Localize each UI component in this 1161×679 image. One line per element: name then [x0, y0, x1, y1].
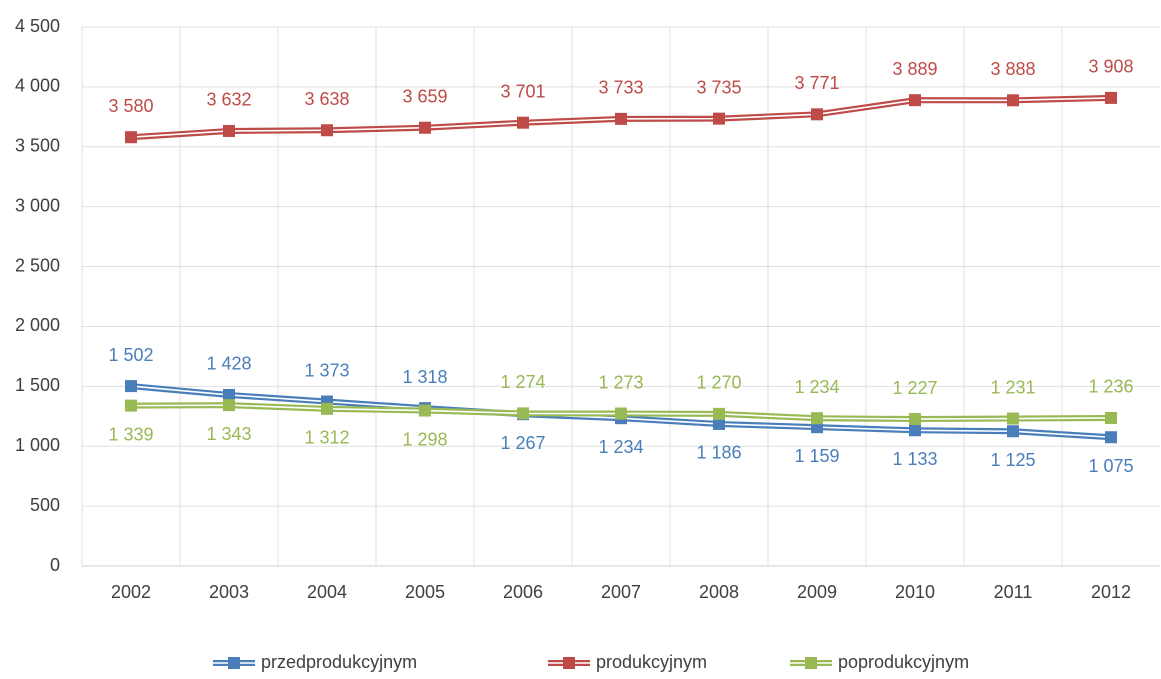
data-label: 1 312: [304, 428, 349, 448]
marker: [419, 121, 431, 134]
y-tick-label: 3 000: [15, 195, 60, 215]
data-label: 3 908: [1088, 57, 1133, 77]
data-label: 1 125: [990, 450, 1035, 470]
y-tick-label: 0: [50, 555, 60, 575]
y-tick-label: 1 500: [15, 375, 60, 395]
marker: [811, 412, 823, 425]
data-label: 1 075: [1088, 456, 1133, 476]
data-label: 3 771: [794, 73, 839, 93]
data-label: 1 343: [206, 424, 251, 444]
y-tick-label: 3 500: [15, 136, 60, 156]
data-label: 1 267: [500, 433, 545, 453]
marker: [615, 112, 627, 125]
marker: [125, 131, 137, 144]
x-tick-label: 2010: [895, 582, 935, 602]
data-label: 1 339: [108, 424, 153, 444]
marker: [223, 124, 235, 137]
y-tick-label: 2 000: [15, 315, 60, 335]
y-tick-label: 500: [30, 495, 60, 515]
data-label: 1 234: [794, 377, 839, 397]
data-label: 1 502: [108, 345, 153, 365]
marker: [909, 94, 921, 107]
marker: [909, 413, 921, 426]
marker: [1105, 91, 1117, 104]
marker: [1007, 412, 1019, 425]
data-label: 1 298: [402, 429, 447, 449]
data-label: 3 632: [206, 90, 251, 110]
legend-marker: [228, 657, 240, 669]
data-label: 1 186: [696, 443, 741, 463]
data-label: 3 733: [598, 78, 643, 98]
data-label: 1 234: [598, 437, 643, 457]
y-tick-label: 4 000: [15, 76, 60, 96]
data-label: 1 274: [500, 372, 545, 392]
data-label: 1 373: [304, 360, 349, 380]
marker: [321, 124, 333, 137]
data-label: 3 638: [304, 89, 349, 109]
data-label: 1 270: [696, 373, 741, 393]
data-label: 3 735: [696, 77, 741, 97]
marker: [223, 388, 235, 401]
marker: [1105, 411, 1117, 424]
x-tick-label: 2008: [699, 582, 739, 602]
marker: [713, 407, 725, 420]
x-tick-label: 2011: [994, 582, 1033, 602]
marker: [321, 402, 333, 415]
data-label: 3 659: [402, 86, 447, 106]
x-tick-label: 2012: [1091, 582, 1131, 602]
data-label: 1 227: [892, 378, 937, 398]
data-label: 3 701: [500, 81, 545, 101]
marker: [223, 399, 235, 412]
marker: [517, 116, 529, 129]
x-tick-label: 2007: [601, 582, 641, 602]
legend-marker: [805, 657, 817, 669]
x-tick-label: 2006: [503, 582, 543, 602]
x-tick-label: 2009: [797, 582, 837, 602]
x-tick-label: 2005: [405, 582, 445, 602]
marker: [1007, 425, 1019, 438]
legend-label: przedprodukcyjnym: [261, 652, 417, 672]
marker: [1105, 431, 1117, 444]
marker: [1007, 94, 1019, 107]
marker: [909, 424, 921, 437]
data-label: 3 888: [990, 59, 1035, 79]
data-label: 1 133: [892, 449, 937, 469]
marker: [517, 407, 529, 420]
marker: [125, 399, 137, 412]
marker: [419, 404, 431, 417]
data-label: 1 236: [1088, 377, 1133, 397]
legend-marker: [563, 657, 575, 669]
data-label: 1 273: [598, 372, 643, 392]
marker: [615, 407, 627, 420]
marker: [811, 108, 823, 121]
legend-label: poprodukcyjnym: [838, 652, 969, 672]
data-label: 1 318: [402, 367, 447, 387]
marker: [713, 417, 725, 430]
x-tick-label: 2002: [111, 582, 151, 602]
data-label: 1 428: [206, 354, 251, 374]
y-tick-label: 4 500: [15, 16, 60, 36]
data-label: 3 889: [892, 59, 937, 79]
data-label: 1 159: [794, 446, 839, 466]
legend-label: produkcyjnym: [596, 652, 707, 672]
data-label: 3 580: [108, 96, 153, 116]
data-label: 1 231: [990, 377, 1035, 397]
y-tick-label: 1 000: [15, 435, 60, 455]
x-tick-label: 2004: [307, 582, 347, 602]
marker: [713, 112, 725, 125]
y-tick-label: 2 500: [15, 255, 60, 275]
marker: [125, 380, 137, 393]
x-tick-label: 2003: [209, 582, 249, 602]
